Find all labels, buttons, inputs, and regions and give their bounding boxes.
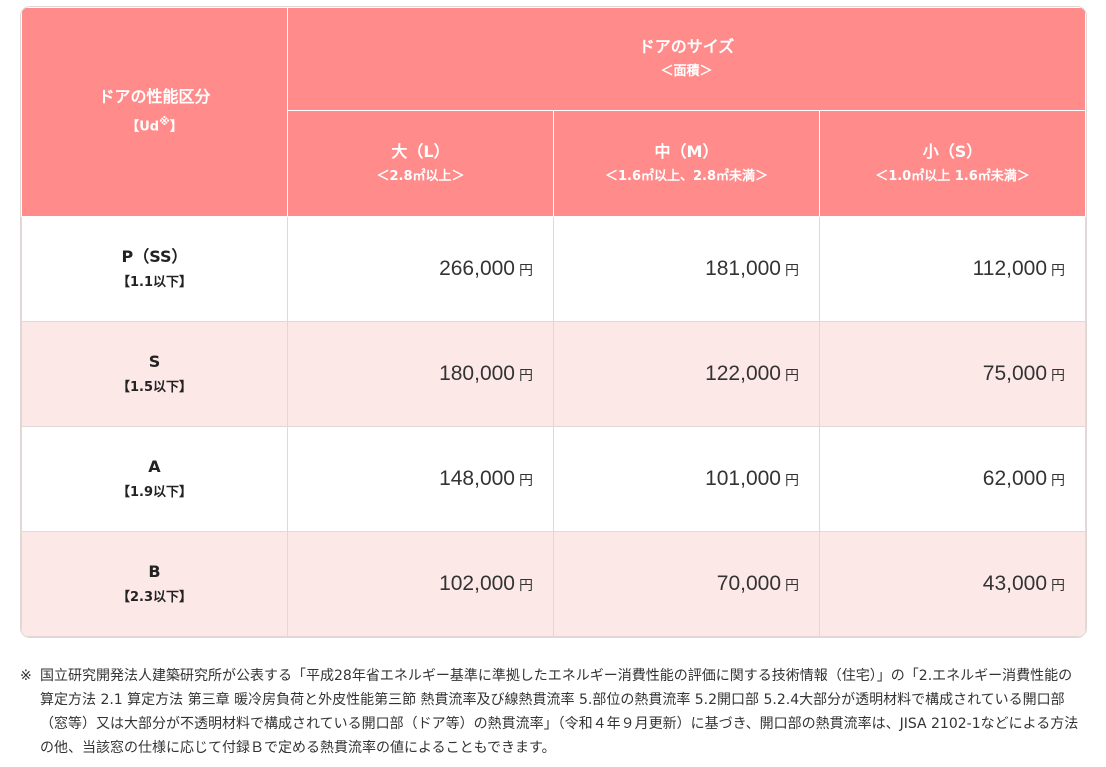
size-column-small: 小（S） ＜1.0㎡以上 1.6㎡未満＞ [820, 111, 1086, 217]
row-label-b: B 【2.3以下】 [22, 532, 288, 637]
price-cell: 101,000 円 [554, 427, 820, 532]
table-row: B 【2.3以下】 102,000 円 70,000 円 43,000 円 [22, 532, 1086, 637]
price-cell: 148,000 円 [288, 427, 554, 532]
footnote-mark: ※ [20, 664, 40, 760]
price-cell: 62,000 円 [820, 427, 1086, 532]
door-size-subtitle: ＜面積＞ [289, 62, 1084, 82]
performance-category-unit: 【Ud※】 [23, 112, 286, 137]
price-cell: 43,000 円 [820, 532, 1086, 637]
price-cell: 122,000 円 [554, 322, 820, 427]
price-cell: 181,000 円 [554, 217, 820, 322]
note-mark: ※ [159, 115, 170, 128]
table-row: A 【1.9以下】 148,000 円 101,000 円 62,000 円 [22, 427, 1086, 532]
price-cell: 180,000 円 [288, 322, 554, 427]
size-column-medium: 中（M） ＜1.6㎡以上、2.8㎡未満＞ [554, 111, 820, 217]
table-row: P（SS） 【1.1以下】 266,000 円 181,000 円 112,000 円 [22, 217, 1086, 322]
door-size-title: ドアのサイズ [289, 36, 1084, 58]
size-column-large: 大（L） ＜2.8㎡以上＞ [288, 111, 554, 217]
table-row: S 【1.5以下】 180,000 円 122,000 円 75,000 円 [22, 322, 1086, 427]
price-cell: 266,000 円 [288, 217, 554, 322]
price-cell: 75,000 円 [820, 322, 1086, 427]
row-label-a: A 【1.9以下】 [22, 427, 288, 532]
row-label-p: P（SS） 【1.1以下】 [22, 217, 288, 322]
price-cell: 102,000 円 [288, 532, 554, 637]
price-cell: 112,000 円 [820, 217, 1086, 322]
footnote: ※ 国立研究開発法人建築研究所が公表する「平成28年省エネルギー基準に準拠したエ… [20, 664, 1086, 760]
performance-category-title: ドアの性能区分 [23, 86, 286, 108]
door-size-header: ドアのサイズ ＜面積＞ [288, 8, 1086, 111]
row-label-s: S 【1.5以下】 [22, 322, 288, 427]
price-cell: 70,000 円 [554, 532, 820, 637]
footnote-text: 国立研究開発法人建築研究所が公表する「平成28年省エネルギー基準に準拠したエネル… [40, 664, 1086, 760]
door-subsidy-table: ドアの性能区分 【Ud※】 ドアのサイズ ＜面積＞ 大（L） ＜2.8㎡以上＞ … [20, 6, 1087, 638]
performance-category-header: ドアの性能区分 【Ud※】 [22, 8, 288, 217]
